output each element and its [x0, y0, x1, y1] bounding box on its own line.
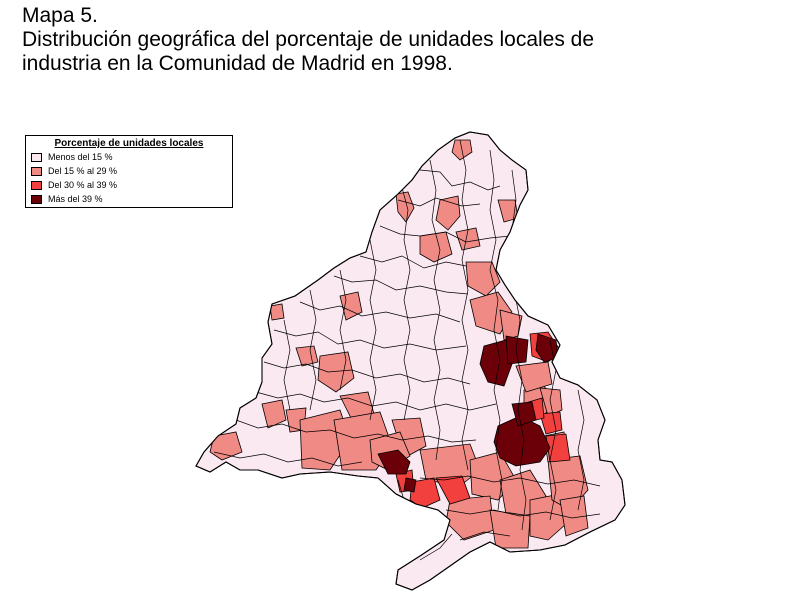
legend-item-very-high: Más del 39 % [31, 192, 232, 206]
legend-label-medium: Del 15 % al 29 % [48, 166, 118, 176]
legend-item-low: Menos del 15 % [31, 150, 232, 164]
region-outline [195, 131, 626, 591]
map-title-line-3: industria en la Comunidad de Madrid en 1… [22, 52, 453, 75]
legend-item-high: Del 30 % al 39 % [31, 178, 232, 192]
legend-swatch-low [31, 152, 42, 162]
map-title-line-1: Mapa 5. [22, 4, 98, 27]
legend-item-medium: Del 15 % al 29 % [31, 164, 232, 178]
legend-swatch-very-high [31, 194, 42, 204]
legend-swatch-medium [31, 166, 42, 176]
map-legend: Porcentaje de unidades locales Menos del… [25, 135, 233, 208]
map-title-line-2: Distribución geográfica del porcentaje d… [22, 28, 595, 51]
legend-title: Porcentaje de unidades locales [54, 138, 204, 149]
municipal-boundaries [213, 139, 601, 561]
legend-label-low: Menos del 15 % [48, 152, 113, 162]
legend-label-high: Del 30 % al 39 % [48, 180, 118, 190]
legend-label-very-high: Más del 39 % [48, 194, 103, 204]
municipalities-very-high [377, 333, 559, 493]
legend-swatch-high [31, 180, 42, 190]
map-title: Mapa 5. Distribución geográfica del porc… [22, 4, 594, 76]
